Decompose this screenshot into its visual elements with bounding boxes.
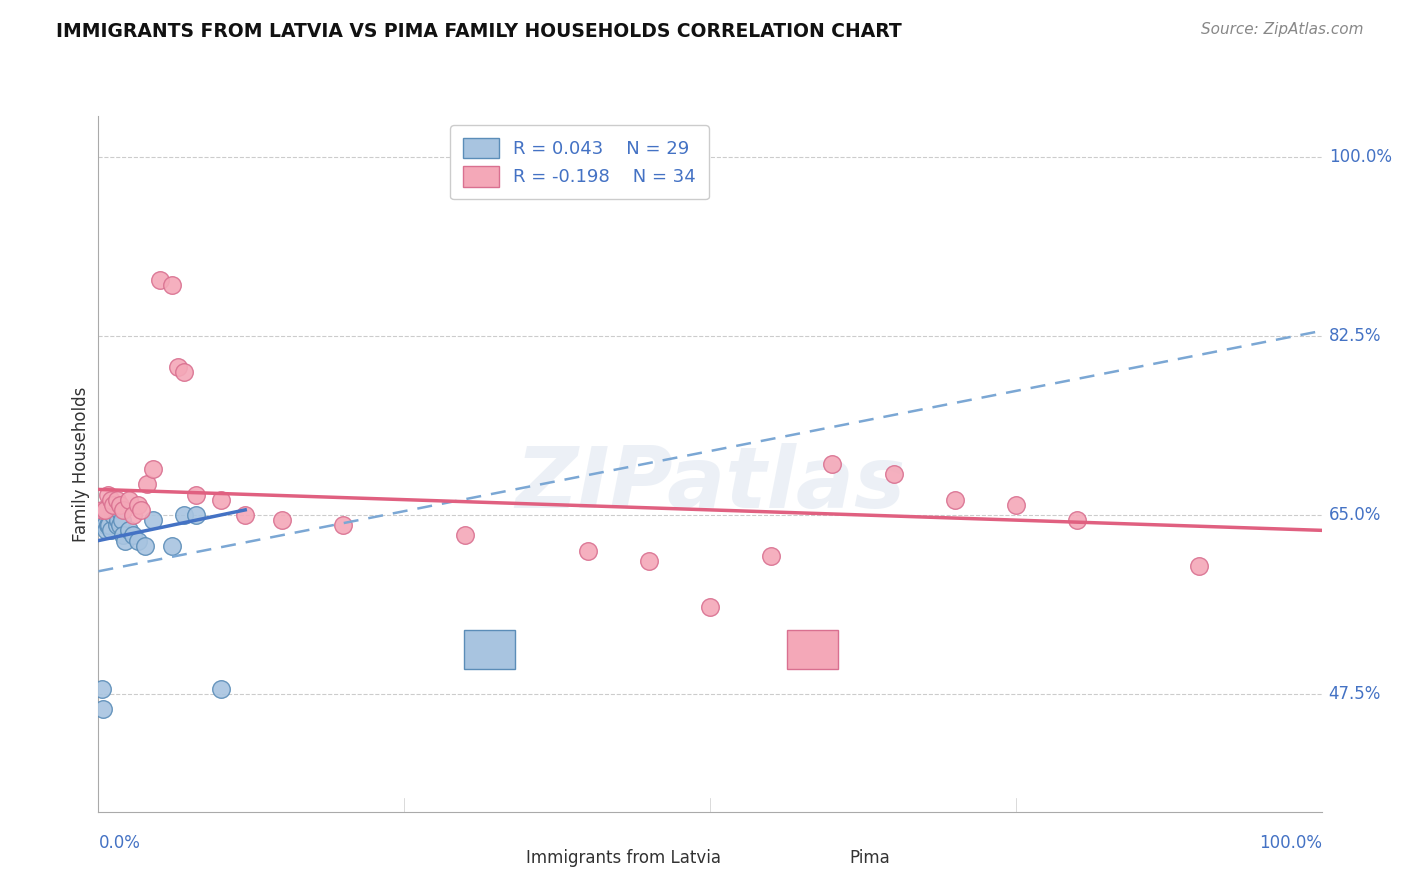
Point <box>136 477 159 491</box>
Point <box>91 503 114 517</box>
Text: 65.0%: 65.0% <box>1329 506 1381 524</box>
Text: 100.0%: 100.0% <box>1329 148 1392 166</box>
Point <box>129 503 152 517</box>
Text: 82.5%: 82.5% <box>1329 327 1381 345</box>
Point <box>167 359 190 374</box>
Point <box>111 528 134 542</box>
Point <box>118 524 141 538</box>
Point <box>105 518 128 533</box>
Point <box>101 503 124 517</box>
Point <box>94 524 117 538</box>
Point <box>270 513 294 527</box>
Point <box>101 498 124 512</box>
Point <box>699 600 721 615</box>
Point <box>173 508 195 522</box>
Point <box>149 273 172 287</box>
Text: 100.0%: 100.0% <box>1258 834 1322 852</box>
Text: Source: ZipAtlas.com: Source: ZipAtlas.com <box>1201 22 1364 37</box>
Point <box>91 508 114 522</box>
Text: Pima: Pima <box>849 849 890 867</box>
Point <box>111 503 134 517</box>
Point <box>142 462 165 476</box>
Point <box>105 492 128 507</box>
Point <box>883 467 905 481</box>
Point <box>173 365 195 379</box>
Point <box>121 508 143 522</box>
Point <box>332 518 354 533</box>
Text: IMMIGRANTS FROM LATVIA VS PIMA FAMILY HOUSEHOLDS CORRELATION CHART: IMMIGRANTS FROM LATVIA VS PIMA FAMILY HO… <box>56 22 903 41</box>
Point <box>100 492 122 507</box>
Point <box>104 503 127 517</box>
Point <box>761 549 783 563</box>
Point <box>127 533 149 548</box>
Point <box>103 503 125 517</box>
Point <box>96 503 118 517</box>
Point <box>97 518 120 533</box>
Point <box>121 528 143 542</box>
Point <box>142 513 165 527</box>
Point <box>233 508 256 522</box>
Point <box>1188 559 1211 574</box>
Legend: R = 0.043    N = 29, R = -0.198    N = 34: R = 0.043 N = 29, R = -0.198 N = 34 <box>450 125 709 199</box>
Point <box>114 533 136 548</box>
Point <box>134 539 156 553</box>
Point <box>101 508 124 522</box>
Point <box>821 457 844 471</box>
Point <box>186 508 208 522</box>
Point <box>454 528 477 542</box>
Point <box>108 503 131 517</box>
Point <box>576 543 599 558</box>
Point <box>160 539 183 553</box>
Point <box>186 487 208 501</box>
Point <box>209 492 232 507</box>
Point <box>93 518 115 533</box>
Point <box>97 487 120 501</box>
Y-axis label: Family Households: Family Households <box>72 386 90 541</box>
Point <box>111 513 134 527</box>
Point <box>98 518 121 533</box>
Point <box>110 498 132 512</box>
Point <box>100 524 122 538</box>
Point <box>91 702 114 716</box>
Point <box>1066 513 1088 527</box>
Point <box>93 503 115 517</box>
Text: ZIPatlas: ZIPatlas <box>515 443 905 526</box>
Point <box>110 518 132 533</box>
Point <box>943 492 966 507</box>
Point <box>209 681 232 696</box>
Point <box>127 498 149 512</box>
Point <box>118 492 141 507</box>
Text: 47.5%: 47.5% <box>1329 685 1381 703</box>
Point <box>1004 498 1026 512</box>
Text: 0.0%: 0.0% <box>98 834 141 852</box>
Point <box>91 681 114 696</box>
Text: Immigrants from Latvia: Immigrants from Latvia <box>526 849 721 867</box>
Point <box>160 277 183 292</box>
Point <box>637 554 661 568</box>
Point <box>107 513 129 527</box>
